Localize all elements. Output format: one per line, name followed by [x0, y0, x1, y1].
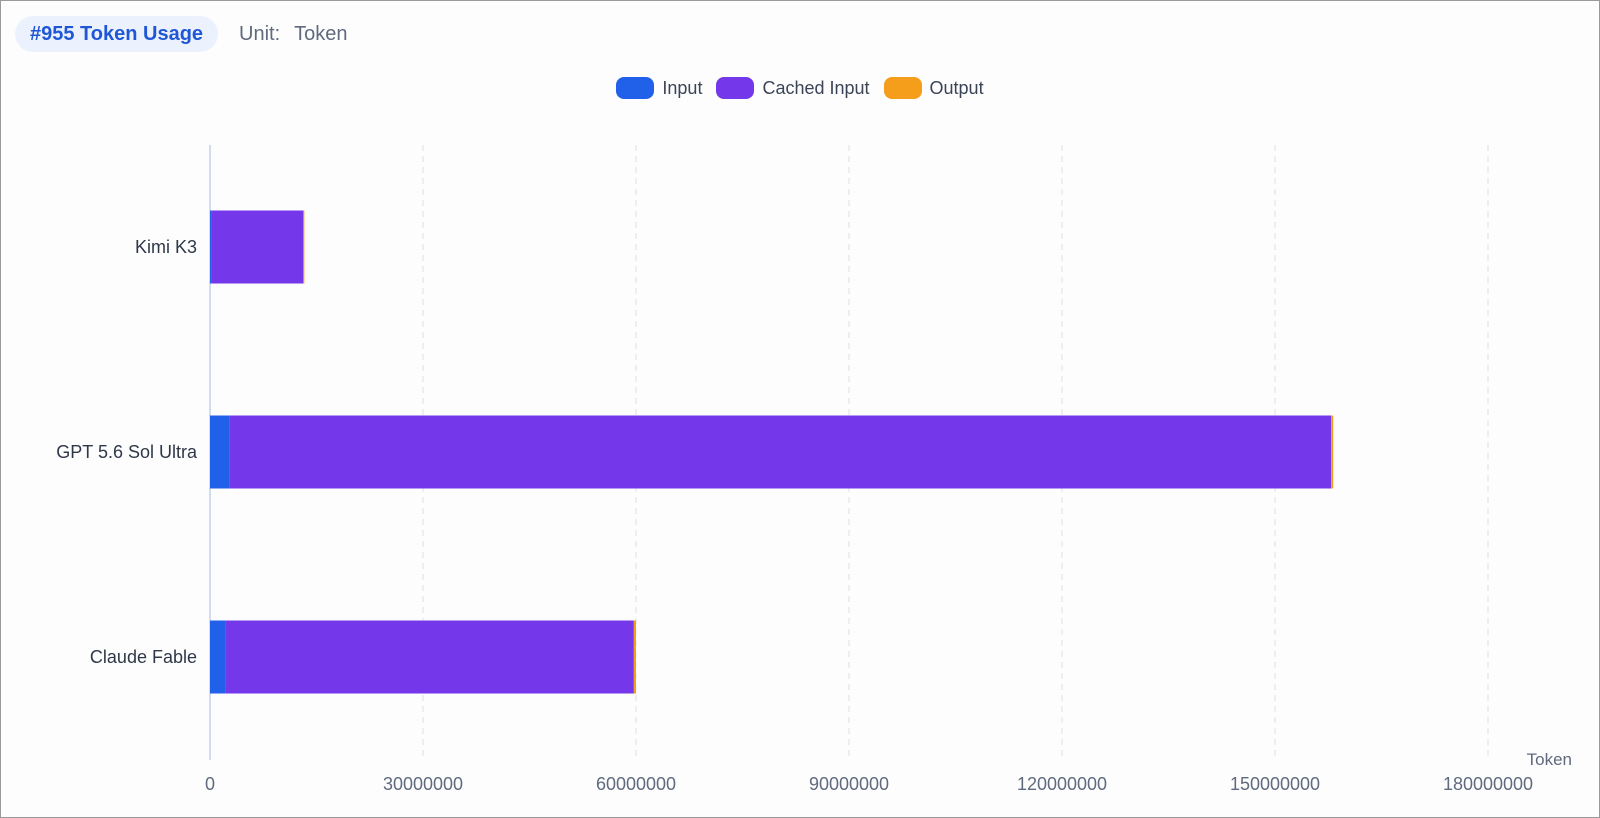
- x-tick-label: 90000000: [809, 774, 889, 794]
- unit-value: Token: [294, 22, 348, 45]
- bar-output: [633, 620, 636, 694]
- legend-item-output[interactable]: Output: [883, 77, 984, 99]
- legend-item-cached-input[interactable]: Cached Input: [716, 77, 870, 99]
- bar-input: [210, 620, 226, 694]
- legend-label: Input: [662, 77, 703, 98]
- x-tick-label: 60000000: [596, 774, 676, 794]
- chart-header: #955 Token Usage Unit: Token: [15, 16, 348, 52]
- x-tick-label: 120000000: [1017, 774, 1107, 794]
- bar-cached-input: [229, 415, 1332, 489]
- y-category-label: GPT 5.6 Sol Ultra: [56, 442, 198, 462]
- bar-cached-input: [211, 210, 304, 284]
- legend-swatch: [616, 77, 655, 99]
- y-category-label: Claude Fable: [90, 647, 197, 667]
- unit-label: Unit:: [239, 22, 281, 45]
- bar-input: [210, 210, 212, 284]
- chart-title: #955 Token Usage: [15, 16, 219, 52]
- legend-swatch: [716, 77, 755, 99]
- x-tick-label: 180000000: [1443, 774, 1533, 794]
- x-tick-label: 0: [205, 774, 215, 794]
- legend-label: Output: [929, 77, 984, 98]
- legend-item-input[interactable]: Input: [616, 77, 702, 99]
- chart-legend: Input Cached Input Output: [1, 77, 1599, 99]
- legend-swatch: [883, 77, 922, 99]
- bar-output: [1331, 415, 1334, 489]
- x-tick-label: 30000000: [383, 774, 463, 794]
- bar-cached-input: [225, 620, 634, 694]
- bar-output: [303, 210, 305, 284]
- x-tick-label: 150000000: [1230, 774, 1320, 794]
- legend-label: Cached Input: [762, 77, 870, 98]
- y-category-label: Kimi K3: [135, 237, 197, 257]
- x-axis-title: Token: [1527, 750, 1572, 769]
- bar-input: [210, 415, 230, 489]
- unit-indicator: Unit: Token: [239, 23, 348, 46]
